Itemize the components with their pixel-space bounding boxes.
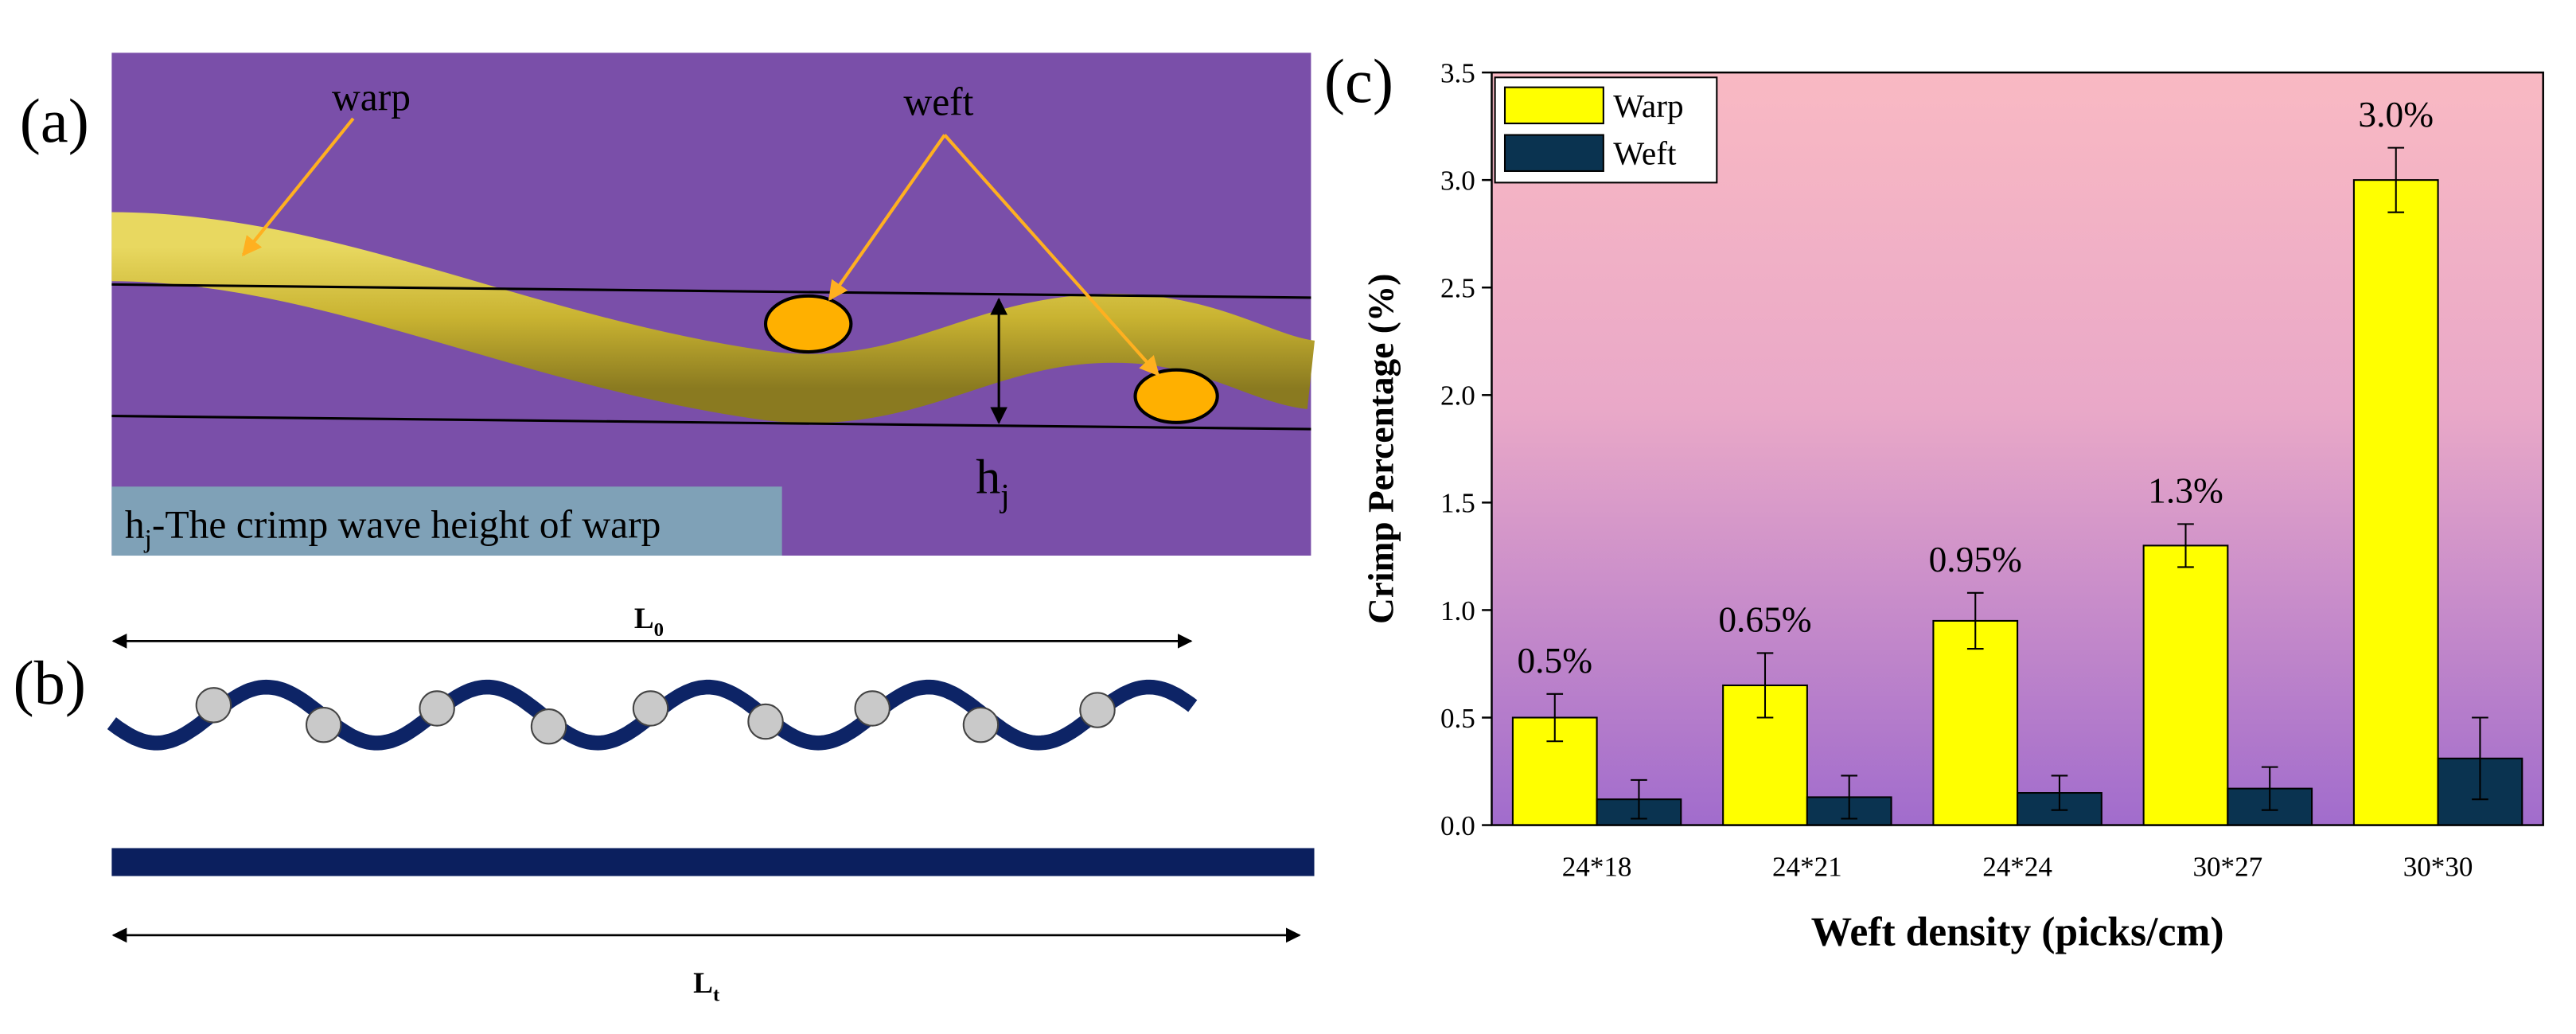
weft-circle <box>195 687 232 724</box>
y-tick-label: 1.5 <box>1440 488 1475 519</box>
legend-label: Warp <box>1613 88 1683 124</box>
subscript: j <box>999 477 1009 513</box>
weft-circle <box>305 706 342 743</box>
legend-label: Weft <box>1613 135 1677 172</box>
x-tick-label: 24*24 <box>1982 852 2052 883</box>
legend-swatch <box>1503 86 1604 125</box>
weft-circle <box>854 690 890 727</box>
weft-circle <box>1079 692 1116 728</box>
guide-line <box>111 414 1311 431</box>
caption-text: -The crimp wave height of warp <box>152 502 661 546</box>
weft-circle <box>419 690 455 727</box>
x-axis-title: Weft density (picks/cm) <box>1811 909 2224 954</box>
bar <box>2352 179 2439 826</box>
y-tick-label: 2.0 <box>1440 380 1475 412</box>
plot-frame <box>1491 71 2544 826</box>
data-label: 1.3% <box>2148 471 2223 511</box>
y-tick-label: 2.5 <box>1440 273 1475 304</box>
y-tick-label: 3.5 <box>1440 57 1475 88</box>
data-label: 0.65% <box>1718 600 1811 640</box>
x-tick-label: 30*30 <box>2403 852 2473 883</box>
weft-circles <box>195 687 1116 745</box>
annotation: weft <box>903 80 973 124</box>
symbol: L <box>634 603 654 635</box>
subscript: 0 <box>654 619 664 641</box>
symbol: L <box>693 967 713 1000</box>
pointer-arrow <box>943 134 1160 377</box>
panel-label: (c) <box>1324 46 1393 115</box>
panel-label: (b) <box>14 648 86 717</box>
weft-section <box>763 294 853 354</box>
x-tick-label: 24*21 <box>1772 852 1842 883</box>
weft-circle <box>962 706 1000 743</box>
bar <box>2142 544 2229 826</box>
annotation: Lt <box>693 967 720 1005</box>
subscript: j <box>144 525 152 554</box>
weft-circle <box>530 708 567 745</box>
data-label: 3.0% <box>2358 95 2434 135</box>
x-tick-label: 24*18 <box>1562 852 1632 883</box>
data-label: 0.95% <box>1929 540 2022 579</box>
pointer-arrow <box>828 134 946 301</box>
subscript: t <box>713 984 720 1005</box>
annotation: L0 <box>634 603 664 641</box>
annotation: hj <box>976 451 1009 514</box>
weft-section <box>1133 368 1219 424</box>
bar <box>1932 619 2019 826</box>
chart: 0.0 0.5 1.0 1.5 2.0 2.5 3.0 3.5 0.5% 0.65% 0.95% 1.… <box>1362 57 2544 954</box>
y-tick-label: 0.5 <box>1440 703 1475 734</box>
data-label: 0.5% <box>1517 641 1592 681</box>
pointer-arrow <box>241 117 355 257</box>
legend-swatch <box>1503 134 1604 172</box>
y-axis-title: Crimp Percentage (%) <box>1362 274 1401 624</box>
weft-circle <box>632 690 669 727</box>
y-tick-label: 0.0 <box>1440 810 1475 841</box>
y-tick-label: 1.0 <box>1440 595 1475 626</box>
weft-circle <box>747 703 784 740</box>
x-tick-label: 30*27 <box>2192 852 2262 883</box>
annotation: warp <box>332 76 411 119</box>
symbol: h <box>976 451 1000 505</box>
warp-yarn <box>111 212 1316 423</box>
panel-label: (a) <box>20 86 89 155</box>
symbol: h <box>125 502 145 546</box>
straightened-warp <box>111 848 1315 876</box>
guide-line <box>111 283 1311 299</box>
y-tick-label: 3.0 <box>1440 166 1475 197</box>
caption-box <box>111 486 782 556</box>
caption: hj-The crimp wave height of warp <box>125 502 661 553</box>
